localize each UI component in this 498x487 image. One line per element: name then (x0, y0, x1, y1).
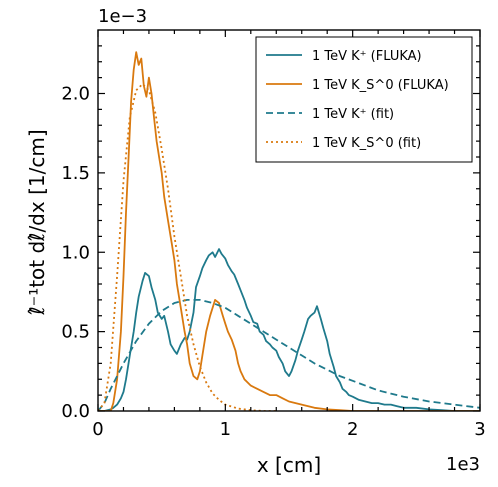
x-axis-label: x [cm] (257, 453, 321, 477)
ticks-layer: 0 1 2 3 0.0 0.5 1.0 1.5 2.0 (61, 30, 486, 440)
legend-label-2: 1 TeV K_S^0 (FLUKA) (312, 78, 449, 93)
series-line-1 (98, 248, 480, 411)
x-tick-label: 2 (347, 419, 358, 440)
y-tick-label: 1.0 (61, 242, 90, 263)
series-line-2 (98, 51, 480, 411)
legend-label-3: 1 TeV K⁺ (fit) (312, 107, 394, 122)
x-scale-label: 1e3 (446, 454, 480, 475)
y-axis-label: ℓ̂⁻¹tot dℓ̂/dx [1/cm] (25, 129, 49, 315)
legend-label-4: 1 TeV K_S^0 (fit) (312, 136, 421, 151)
y-tick-label: 0.0 (61, 401, 90, 422)
y-tick-label: 2.0 (61, 84, 90, 105)
legend: 1 TeV K⁺ (FLUKA) 1 TeV K_S^0 (FLUKA) 1 TeV… (255, 36, 473, 163)
x-tick-label: 1 (220, 419, 231, 440)
x-tick-label: 0 (92, 419, 103, 440)
series-line-3 (98, 298, 480, 411)
x-tick-label: 3 (474, 419, 485, 440)
y-tick-label: 1.5 (61, 163, 90, 184)
legend-label-1: 1 TeV K⁺ (FLUKA) (312, 49, 422, 64)
y-tick-label: 0.5 (61, 322, 90, 343)
y-scale-label: 1e−3 (98, 6, 147, 27)
